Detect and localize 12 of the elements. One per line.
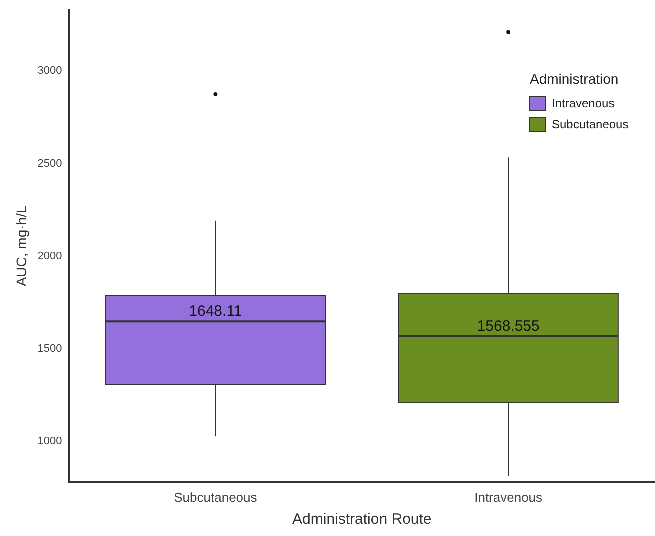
y-tick-label: 3000	[38, 65, 62, 78]
legend-title: Administration	[530, 70, 619, 87]
x-axis-title: Administration Route	[292, 511, 432, 528]
y-tick-label: 2000	[38, 250, 62, 262]
text: 1568.555	[477, 318, 540, 335]
y-tick-label: 2500	[38, 158, 62, 170]
text: 1648.11	[189, 303, 242, 320]
y-axis-title: AUC, mg·h/L	[13, 206, 30, 287]
y-tick-label: 1000	[38, 436, 62, 448]
legend-label: Intravenous	[552, 96, 615, 110]
y-tick-label: 1500	[38, 343, 62, 356]
legend-label: Subcutaneous	[552, 117, 629, 132]
